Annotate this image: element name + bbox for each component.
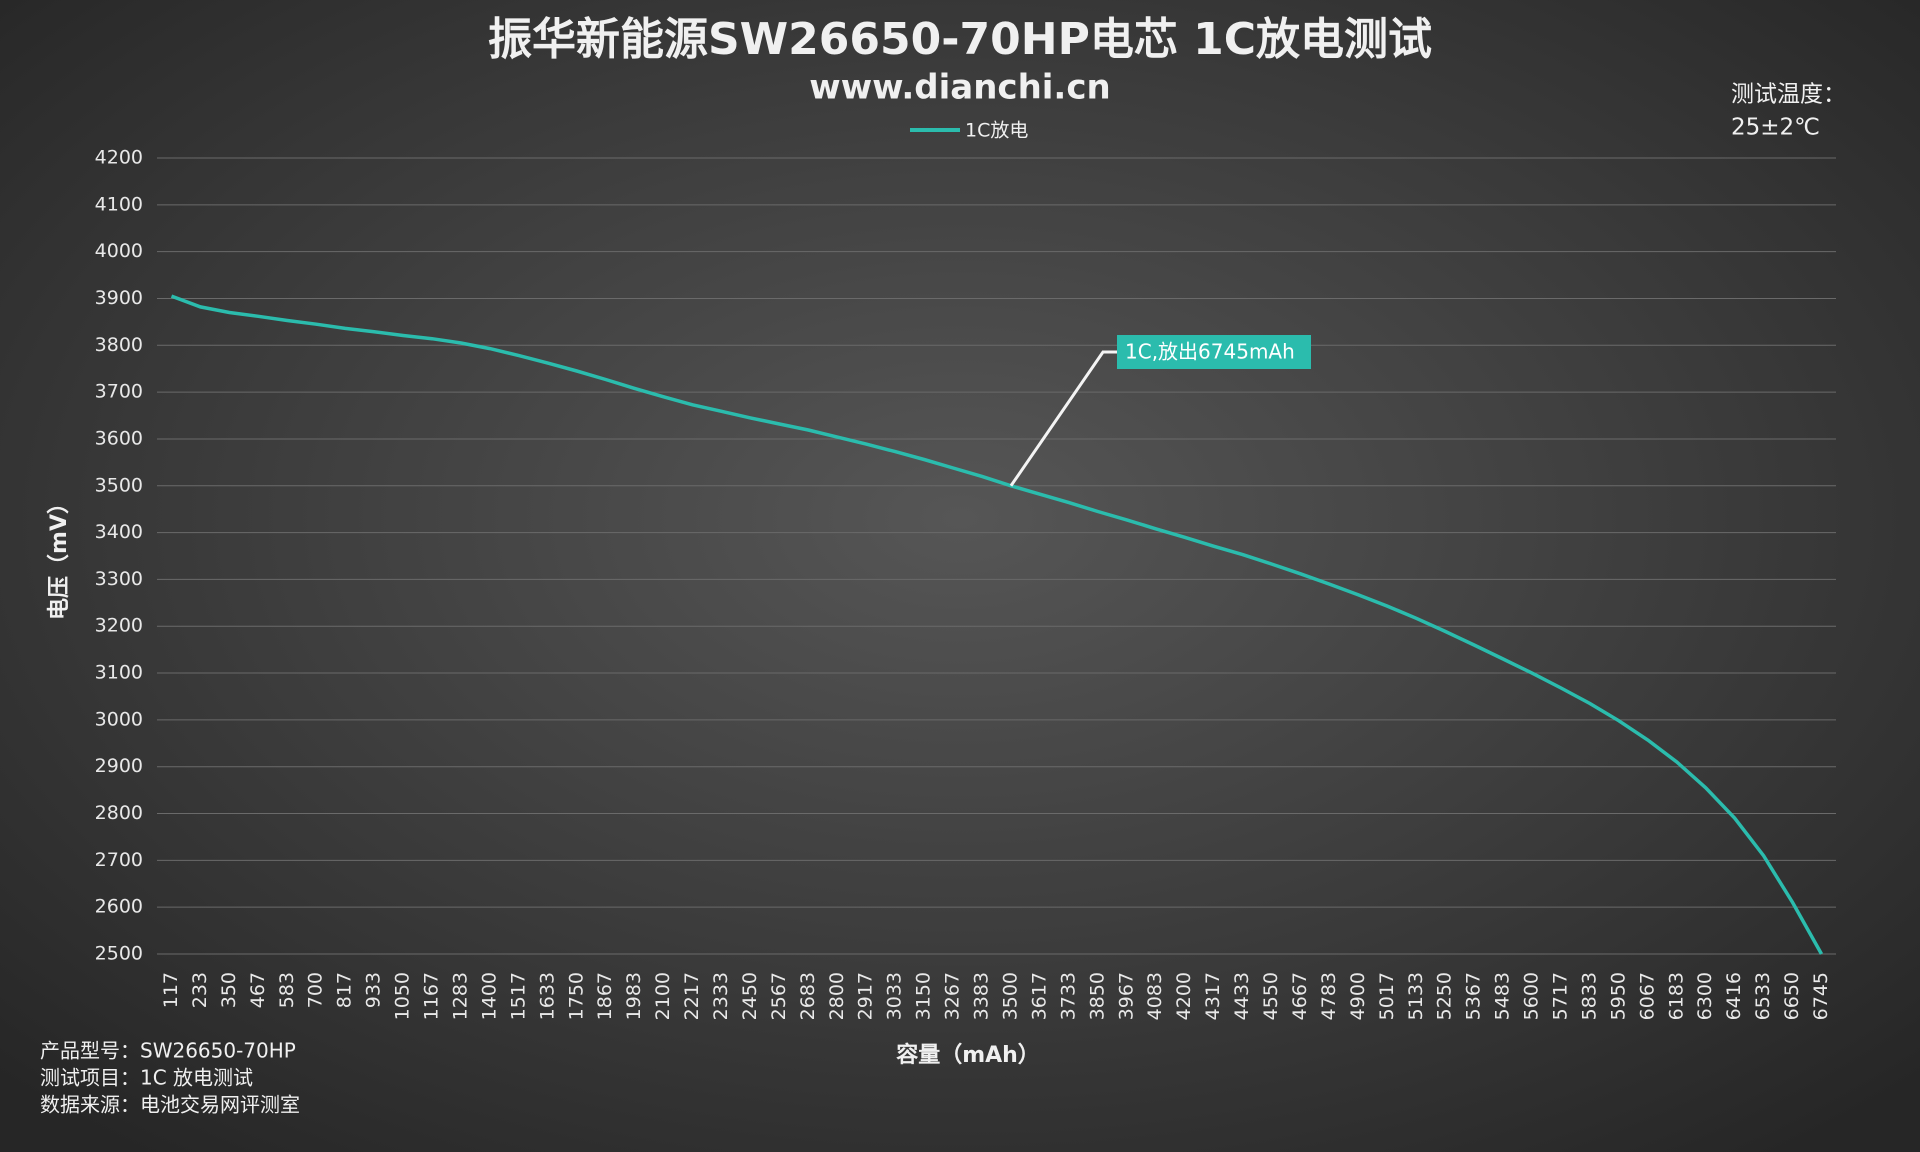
x-tick-label: 4783	[1318, 972, 1340, 1020]
y-tick-label: 4100	[95, 193, 143, 215]
x-tick-label: 3617	[1028, 972, 1050, 1020]
x-tick-label: 5950	[1607, 972, 1629, 1020]
x-tick-label: 4317	[1202, 972, 1224, 1020]
x-tick-label: 2800	[826, 972, 848, 1020]
x-tick-label: 3733	[1057, 972, 1079, 1020]
x-tick-label: 6745	[1810, 972, 1832, 1020]
x-tick-label: 4200	[1173, 972, 1195, 1020]
x-tick-label: 2917	[855, 972, 877, 1020]
x-tick-label: 2567	[768, 972, 790, 1020]
x-tick-label: 1050	[392, 972, 414, 1020]
x-tick-label: 3150	[913, 972, 935, 1020]
x-tick-label: 4083	[1144, 972, 1166, 1020]
x-tick-label: 5600	[1521, 972, 1543, 1020]
footer: 测试项目：1C 放电测试	[40, 1066, 253, 1090]
y-tick-label: 3300	[95, 568, 143, 590]
y-tick-label: 4000	[95, 240, 143, 262]
x-tick-label: 4667	[1289, 972, 1311, 1020]
x-tick-label: 2100	[652, 972, 674, 1020]
y-tick-label: 3600	[95, 427, 143, 449]
x-tick-label: 3967	[1115, 972, 1137, 1020]
x-tick-label: 5133	[1405, 972, 1427, 1020]
x-tick-label: 3850	[1086, 972, 1108, 1020]
y-tick-label: 2900	[95, 755, 143, 777]
x-tick-label: 5483	[1492, 972, 1514, 1020]
y-tick-label: 3700	[95, 381, 143, 403]
x-tick-label: 3033	[884, 972, 906, 1020]
y-tick-label: 3200	[95, 615, 143, 637]
data-line	[170, 294, 1824, 955]
x-tick-label: 6067	[1636, 972, 1658, 1020]
x-tick-label: 6183	[1665, 972, 1687, 1020]
legend-label: 1C放电	[965, 120, 1028, 142]
x-tick-label: 4550	[1260, 972, 1282, 1020]
x-tick-label: 5367	[1463, 972, 1485, 1020]
annotation-label: 1C,放出6745mAh	[1125, 340, 1295, 364]
y-tick-label: 3800	[95, 334, 143, 356]
chart-title: 振华新能源SW26650-70HP电芯 1C放电测试	[488, 14, 1432, 65]
x-tick-label: 2683	[797, 972, 819, 1020]
x-tick-label: 5833	[1578, 972, 1600, 1020]
x-tick-label: 6533	[1752, 972, 1774, 1020]
x-tick-label: 2333	[710, 972, 732, 1020]
x-tick-label: 5017	[1376, 972, 1398, 1020]
x-tick-label: 1400	[478, 972, 500, 1020]
x-tick-label: 700	[305, 972, 327, 1008]
y-tick-label: 4200	[95, 147, 143, 169]
x-tick-label: 1750	[565, 972, 587, 1020]
y-tick-label: 2700	[95, 849, 143, 871]
x-axis-label: 容量（mAh）	[896, 1042, 1040, 1068]
x-tick-label: 1283	[449, 972, 471, 1020]
y-tick-label: 3900	[95, 287, 143, 309]
x-tick-label: 4433	[1231, 972, 1253, 1020]
x-tick-label: 817	[334, 972, 356, 1008]
x-tick-label: 2450	[739, 972, 761, 1020]
x-tick-label: 1867	[594, 972, 616, 1020]
x-tick-label: 933	[363, 972, 385, 1008]
footer: 产品型号：SW26650-70HP	[40, 1039, 296, 1063]
x-tick-label: 350	[218, 972, 240, 1008]
x-tick-label: 6650	[1781, 972, 1803, 1020]
note: 测试温度：	[1731, 82, 1846, 108]
x-tick-label: 5717	[1549, 972, 1571, 1020]
y-tick-label: 2800	[95, 802, 143, 824]
x-tick-label: 117	[160, 972, 182, 1008]
y-tick-label: 3500	[95, 474, 143, 496]
x-tick-label: 3267	[942, 972, 964, 1020]
x-tick-label: 6416	[1723, 972, 1745, 1020]
x-tick-label: 1517	[507, 972, 529, 1020]
x-tick-label: 1633	[536, 972, 558, 1020]
chart-subtitle: www.dianchi.cn	[809, 68, 1110, 108]
annotation-box	[1117, 335, 1311, 369]
x-tick-label: 3500	[999, 972, 1021, 1020]
note: 25±2℃	[1731, 115, 1820, 141]
footer: 数据来源：电池交易网评测室	[40, 1093, 300, 1117]
x-tick-label: 583	[276, 972, 298, 1008]
x-tick-label: 1983	[623, 972, 645, 1020]
annotation-leader	[1009, 350, 1117, 487]
x-tick-label: 5250	[1434, 972, 1456, 1020]
y-tick-label: 3100	[95, 662, 143, 684]
y-tick-label: 2500	[95, 943, 143, 965]
x-tick-label: 1167	[421, 972, 443, 1020]
x-tick-label: 233	[189, 972, 211, 1008]
y-tick-label: 2600	[95, 896, 143, 918]
x-tick-label: 4900	[1347, 972, 1369, 1020]
y-axis-label: 电压（mV）	[47, 492, 72, 620]
x-tick-label: 467	[247, 972, 269, 1008]
x-tick-label: 6300	[1694, 972, 1716, 1020]
y-tick-label: 3400	[95, 521, 143, 543]
x-tick-label: 3383	[971, 972, 993, 1020]
y-tick-label: 3000	[95, 708, 143, 730]
x-tick-label: 2217	[681, 972, 703, 1020]
